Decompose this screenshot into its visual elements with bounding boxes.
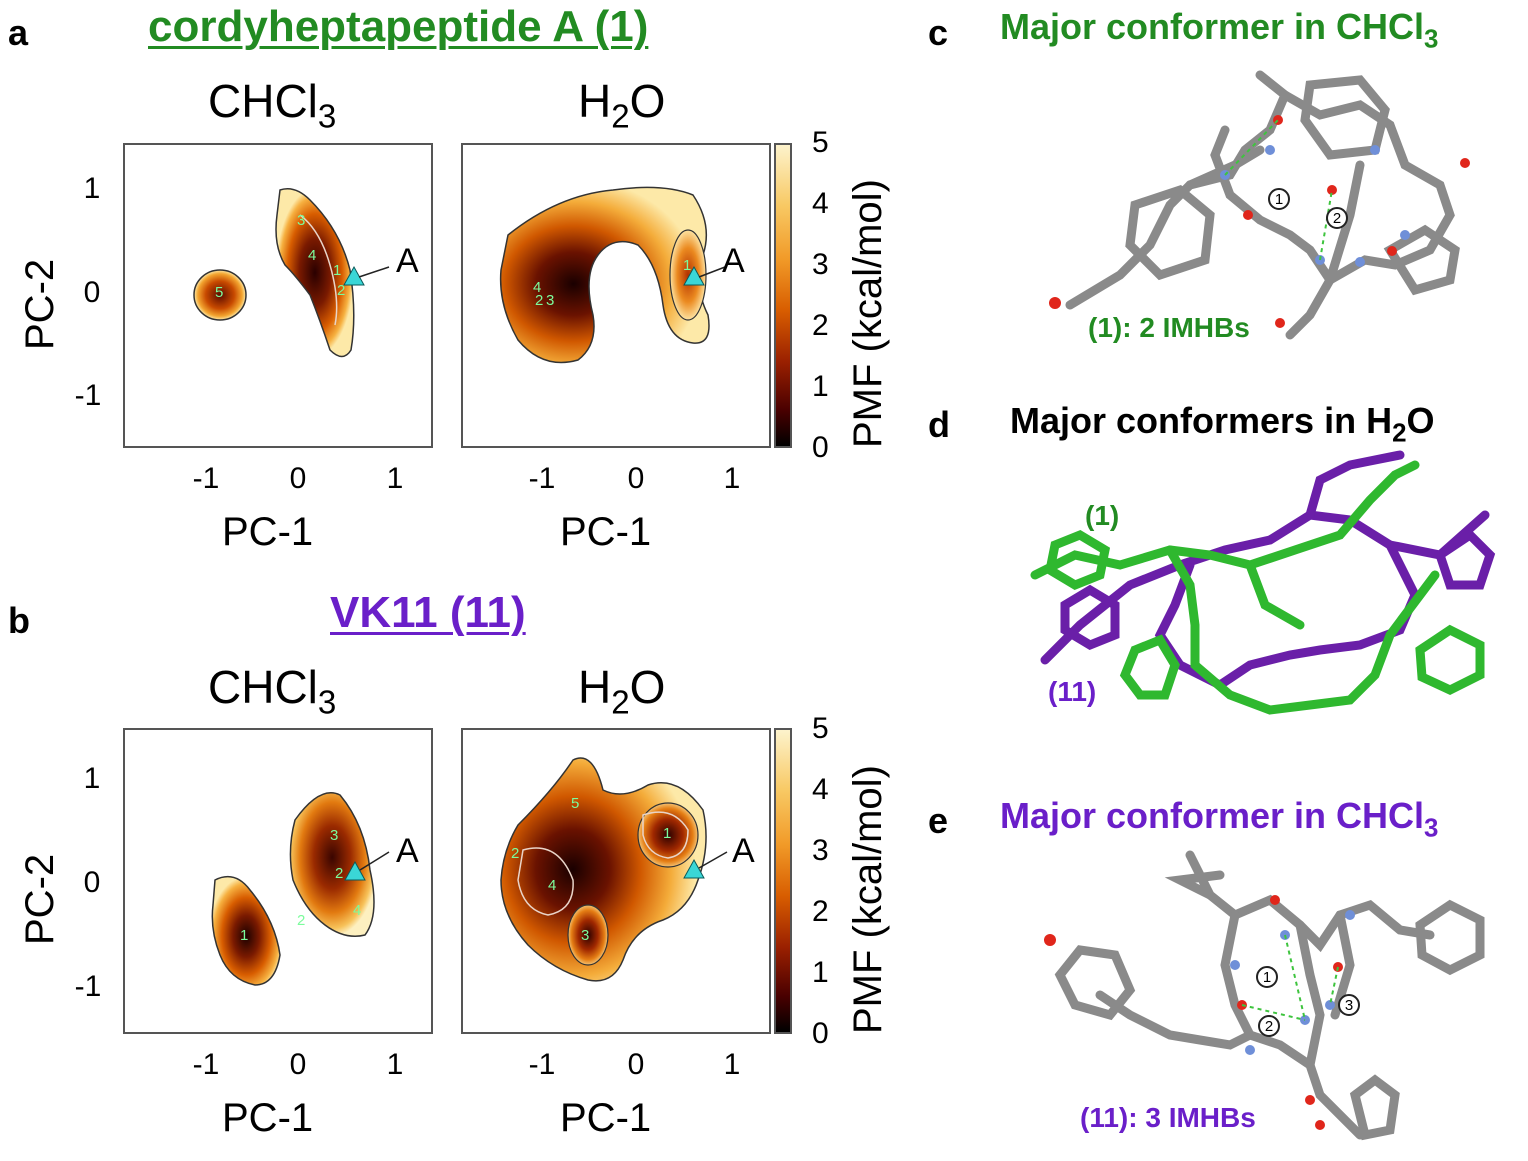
svg-text:3: 3 — [330, 827, 338, 844]
svg-text:1: 1 — [683, 257, 691, 274]
colorbar-tick: 2 — [812, 309, 829, 342]
colorbar-a-label: PMF (kcal/mol) — [846, 179, 890, 448]
panel-letter-e: e — [928, 800, 949, 841]
svg-text:5: 5 — [215, 284, 223, 301]
hbond-label: 2 — [1326, 207, 1348, 229]
colorbar-tick: 3 — [812, 248, 829, 281]
colorbar-tick: 5 — [812, 712, 829, 745]
point-a-label: A — [396, 832, 419, 870]
panel-b-solvent-h2o: H2O — [578, 661, 666, 722]
panel-c-title: Major conformer in CHCl3 — [1000, 6, 1439, 54]
panel-b-title: VK11 (11) — [330, 588, 526, 637]
ytick: -1 — [74, 379, 102, 412]
pmf-plot-a-chcl3: 3 4 1 2 5 — [123, 143, 433, 448]
xtick: 0 — [289, 1048, 307, 1081]
colorbar-tick: 0 — [812, 431, 829, 464]
colorbar-tick: 3 — [812, 834, 829, 867]
ytick: 1 — [83, 762, 101, 795]
svg-text:2: 2 — [337, 282, 345, 299]
panel-d-label-green: (1) — [1085, 500, 1120, 531]
svg-text:2: 2 — [335, 865, 343, 882]
pmf-plot-b-chcl3: 1 3 2 4 2 — [123, 728, 433, 1034]
panel-letter-b: b — [8, 600, 30, 641]
ytick: 1 — [83, 172, 101, 205]
panel-a-xlabel: PC-1 — [222, 510, 314, 554]
panel-letter-a: a — [8, 12, 29, 53]
structure-c — [1030, 55, 1510, 345]
panel-b-solvent-chcl3: CHCl3 — [208, 661, 337, 722]
xtick: -1 — [528, 1048, 556, 1081]
colorbar-tick: 1 — [812, 370, 829, 403]
svg-text:2: 2 — [511, 845, 519, 862]
colorbar-tick: 4 — [812, 187, 829, 220]
xtick: 1 — [723, 1048, 741, 1081]
pmf-plot-a-h2o: 4 2 3 1 — [461, 143, 771, 448]
panel-a-solvent-chcl3: CHCl3 — [208, 75, 337, 136]
hbond-label: 1 — [1256, 966, 1278, 988]
structure-d — [1020, 445, 1510, 745]
panel-d-label-purple: (11) — [1048, 676, 1097, 707]
panel-e-title: Major conformer in CHCl3 — [1000, 795, 1439, 843]
svg-text:5: 5 — [571, 795, 579, 812]
xtick: 1 — [386, 1048, 404, 1081]
panel-c-caption: (1): 2 IMHBs — [1088, 312, 1250, 343]
panel-a-title: cordyheptapeptide A (1) — [148, 2, 649, 51]
point-a-label: A — [722, 242, 745, 280]
svg-text:1: 1 — [663, 825, 671, 842]
xtick: 1 — [386, 462, 404, 495]
svg-text:4: 4 — [533, 279, 541, 296]
panel-a-ylabel: PC-2 — [18, 258, 62, 350]
panel-b-xlabel: PC-1 — [560, 1096, 652, 1140]
xtick: 0 — [627, 1048, 645, 1081]
xtick: -1 — [192, 1048, 220, 1081]
xtick: 0 — [289, 462, 307, 495]
colorbar-tick: 1 — [812, 956, 829, 989]
pmf-plot-b-h2o: 4 3 1 5 2 — [461, 728, 771, 1034]
panel-letter-d: d — [928, 404, 950, 445]
colorbar-tick: 5 — [812, 126, 829, 159]
svg-text:4: 4 — [308, 247, 316, 264]
svg-text:1: 1 — [240, 927, 248, 944]
hbond-label: 1 — [1268, 188, 1290, 210]
colorbar-tick: 4 — [812, 773, 829, 806]
svg-text:1: 1 — [333, 262, 341, 279]
panel-a-xlabel: PC-1 — [560, 510, 652, 554]
point-a-label: A — [732, 832, 755, 870]
svg-text:3: 3 — [297, 212, 305, 229]
ytick: 0 — [83, 276, 101, 309]
colorbar-a — [774, 143, 792, 448]
colorbar-tick: 2 — [812, 895, 829, 928]
svg-text:3: 3 — [581, 927, 589, 944]
svg-text:2: 2 — [297, 912, 305, 929]
svg-text:3: 3 — [546, 292, 554, 309]
xtick: 0 — [627, 462, 645, 495]
ytick: 0 — [83, 866, 101, 899]
colorbar-b — [774, 728, 792, 1034]
xtick: -1 — [528, 462, 556, 495]
hbond-label: 3 — [1338, 994, 1360, 1016]
panel-e-caption: (11): 3 IMHBs — [1080, 1102, 1256, 1133]
colorbar-b-label: PMF (kcal/mol) — [846, 765, 890, 1034]
panel-b-ylabel: PC-2 — [18, 853, 62, 945]
xtick: 1 — [723, 462, 741, 495]
point-a-label: A — [396, 242, 419, 280]
svg-text:4: 4 — [548, 877, 556, 894]
hbond-label: 2 — [1258, 1015, 1280, 1037]
svg-text:4: 4 — [353, 902, 361, 919]
svg-text:2: 2 — [535, 292, 543, 309]
structure-e — [1020, 845, 1510, 1151]
ytick: -1 — [74, 970, 102, 1003]
panel-a-solvent-h2o: H2O — [578, 75, 666, 136]
panel-d-title: Major conformers in H2O — [1010, 400, 1435, 448]
colorbar-tick: 0 — [812, 1017, 829, 1050]
xtick: -1 — [192, 462, 220, 495]
panel-b-xlabel: PC-1 — [222, 1096, 314, 1140]
panel-letter-c: c — [928, 12, 949, 53]
